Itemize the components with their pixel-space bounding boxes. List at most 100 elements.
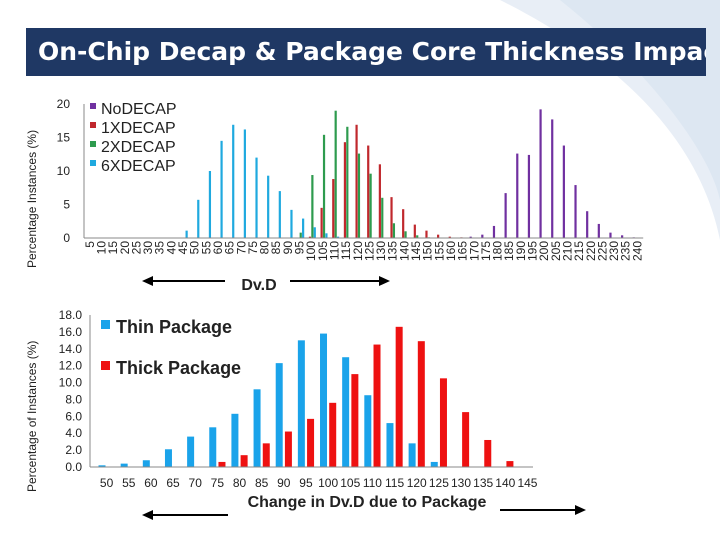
decap-chart-ytick-label: 15 <box>57 131 71 145</box>
package-chart-xtick-label: 95 <box>299 476 313 490</box>
decap-chart-legend-swatch <box>90 103 96 109</box>
decap-chart-xtick-label: 205 <box>549 241 563 261</box>
package-chart-bar <box>297 340 305 467</box>
decap-chart-xtick-label: 25 <box>129 241 143 255</box>
decap-chart-xlabel: Dv.D <box>241 277 276 294</box>
package-chart-xtick-label: 115 <box>385 476 404 490</box>
package-chart-bar <box>395 326 403 467</box>
package-chart-xtick-label: 90 <box>277 476 291 490</box>
package-chart-bar <box>209 427 217 467</box>
package-chart-bar <box>462 412 470 467</box>
decap-chart-xtick-label: 15 <box>106 241 120 255</box>
package-chart-ytick-label: 18.0 <box>59 308 83 322</box>
decap-chart-xtick-label: 215 <box>572 241 586 261</box>
decap-chart-xtick-label: 195 <box>526 241 540 261</box>
decap-chart-legend-label: 1XDECAP <box>101 120 176 137</box>
decap-chart-bar <box>402 209 405 238</box>
decap-chart-legend-label: NoDECAP <box>101 101 177 118</box>
decap-chart-ytick-label: 5 <box>63 198 70 212</box>
decap-chart-bar <box>208 171 212 238</box>
decap-chart-bar <box>469 236 472 238</box>
decap-chart-xtick-label: 110 <box>327 241 341 260</box>
package-chart-bar <box>364 395 372 467</box>
decap-chart-xtick-label: 85 <box>269 241 283 255</box>
decap-chart-xtick-label: 35 <box>153 241 167 255</box>
decap-chart-xtick-label: 30 <box>141 241 155 255</box>
decap-chart-xtick-label: 220 <box>584 241 598 261</box>
package-chart-bar <box>218 461 226 467</box>
package-chart-arrow-left <box>142 510 228 520</box>
decap-chart-xtick-label: 180 <box>491 241 505 261</box>
decap-chart-bar <box>243 129 246 238</box>
decap-chart-bar <box>220 140 223 238</box>
package-chart-legend-swatch <box>101 361 110 370</box>
package-chart-legend: Thin Package Thick Package <box>101 317 241 378</box>
decap-chart-xtick-label: 125 <box>362 241 376 261</box>
decap-chart-bar <box>621 235 624 238</box>
decap-chart-xtick-label: 190 <box>514 241 528 261</box>
decap-chart-xtick-label: 95 <box>293 241 307 255</box>
decap-chart-xtick-label: 50 <box>188 241 202 255</box>
package-chart-xtick-label: 80 <box>233 476 247 490</box>
decap-chart-xtick-label: 175 <box>479 241 493 261</box>
decap-chart-xtick-label: 20 <box>118 241 132 255</box>
package-chart-legend-label: Thick Package <box>116 358 241 378</box>
decap-chart-marks <box>185 109 635 238</box>
decap-chart-bar <box>302 218 305 238</box>
decap-chart-xtick-label: 230 <box>607 241 621 261</box>
decap-chart-bar <box>539 109 542 238</box>
decap-chart-bar <box>325 233 328 238</box>
package-chart-legend-label: Thin Package <box>116 317 232 337</box>
decap-chart-xtick-label: 140 <box>397 241 411 261</box>
decap-chart-bar <box>597 223 600 238</box>
decap-chart-bar <box>334 110 337 238</box>
package-chart-xtick-label: 55 <box>122 476 136 490</box>
package-chart-ytick-label: 14.0 <box>59 342 83 356</box>
decap-chart-bar <box>267 175 270 238</box>
decap-chart-bar <box>551 119 554 238</box>
package-chart-legend-swatch <box>101 320 110 329</box>
decap-chart-bar <box>197 199 200 238</box>
package-chart-ytick-label: 2.0 <box>65 443 82 457</box>
decap-chart-bar <box>357 153 361 238</box>
decap-chart-bar <box>346 126 349 238</box>
package-chart-xtick-label: 105 <box>340 476 360 490</box>
decap-chart-bar <box>504 193 507 238</box>
package-chart-xtick-label: 120 <box>407 476 427 490</box>
package-chart-bar <box>484 439 492 467</box>
package-chart-ytick-label: 16.0 <box>59 325 83 339</box>
decap-chart-axes: 0510152051015202530354045505560657075808… <box>57 97 645 261</box>
package-chart-bar <box>164 449 172 467</box>
package-chart-bar <box>386 423 394 467</box>
decap-chart-bar <box>562 145 565 238</box>
decap-chart-xtick-label: 160 <box>444 241 458 261</box>
decap-chart-bar <box>255 157 258 238</box>
decap-chart-bar <box>311 175 314 238</box>
decap-chart-xtick-label: 80 <box>258 241 272 255</box>
decap-chart-bar <box>278 191 281 238</box>
decap-chart-arrow-left <box>142 276 225 286</box>
decap-chart-bar <box>609 232 612 238</box>
package-chart-bar <box>329 402 337 467</box>
decap-chart-bar <box>404 231 407 238</box>
package-chart-xtick-label: 140 <box>495 476 515 490</box>
decap-chart-bar <box>416 235 419 238</box>
decap-chart-bar <box>308 236 312 238</box>
package-chart-bar <box>275 363 283 467</box>
package-chart-marks <box>98 326 514 467</box>
decap-chart-bar <box>381 197 384 238</box>
decap-chart-bar <box>299 232 302 238</box>
package-chart-bar <box>120 463 128 467</box>
decap-chart-bar <box>336 236 340 238</box>
decap-chart-bar <box>574 185 577 238</box>
package-chart-bar <box>417 341 425 467</box>
decap-chart-xtick-label: 45 <box>176 241 190 255</box>
package-chart-arrow-right <box>500 505 586 515</box>
decap-chart-xtick-label: 170 <box>467 241 481 261</box>
package-chart-xlabel: Change in Dv.D due to Package <box>248 494 487 511</box>
decap-chart-bar <box>392 223 396 238</box>
decap-chart-ylabel: Percentage Instances (%) <box>25 130 39 268</box>
decap-chart-bar <box>332 179 335 238</box>
decap-chart-xtick-label: 55 <box>199 241 213 255</box>
package-chart-ytick-label: 6.0 <box>65 409 82 423</box>
